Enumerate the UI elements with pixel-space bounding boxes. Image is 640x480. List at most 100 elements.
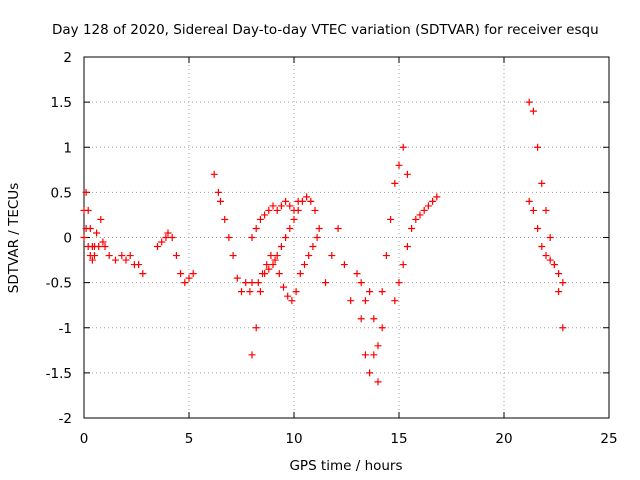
data-point [370,315,378,323]
data-point [252,224,260,232]
data-point [225,234,233,241]
data-point [88,256,96,264]
data-point [353,270,361,278]
data-point [164,229,172,237]
data-point [408,224,416,232]
data-point [256,288,264,296]
data-point [555,288,563,296]
data-point [248,279,256,287]
y-axis-label: SDTVAR / TECUs [6,183,22,293]
data-point [126,252,134,260]
data-point [210,170,218,178]
data-point [122,256,130,264]
data-point [534,143,542,151]
data-point [538,179,546,187]
data-point [525,98,533,106]
data-point [542,206,550,214]
data-point [162,234,170,241]
data-point [238,288,245,296]
series-arc7 [248,197,302,241]
x-axis-label: GPS time / hours [289,458,402,474]
series-arc10 [391,193,441,305]
data-point [93,229,101,237]
data-point [555,270,563,278]
data-point [271,256,279,264]
data-point [311,206,319,214]
series-arc6 [254,234,321,305]
data-point [399,143,407,151]
x-tick-label: 20 [495,431,512,447]
data-point [366,369,374,377]
data-point [112,256,119,264]
data-point [288,297,296,305]
data-point [315,224,323,232]
data-point [277,202,285,210]
data-points [80,98,567,386]
data-point [347,297,355,305]
y-tick-label: 0.5 [51,185,72,201]
data-point [391,179,399,187]
data-point [269,261,277,269]
data-point [275,270,283,278]
y-tick-label: -0.5 [46,276,72,292]
data-point [265,265,273,273]
data-point [366,288,374,296]
data-point [248,351,256,359]
y-tick-label: 2 [63,50,72,66]
data-point [185,274,193,282]
y-tick-label: -1.5 [46,366,72,382]
data-point [307,197,315,205]
series-arc9 [357,143,411,350]
series-arc5 [248,193,323,359]
data-point [301,261,308,269]
series-arc1 [80,188,147,278]
data-point [290,206,298,214]
series-arc11 [525,98,567,332]
y-tick-labels: -2 -1.5 -1 -0.5 0 0.5 1 1.5 2 [46,50,72,427]
data-point [84,243,92,251]
data-point [395,161,403,169]
data-point [361,351,369,359]
y-tick-label: 0 [63,231,72,247]
data-point [403,243,411,251]
data-point [217,197,224,205]
data-point [296,270,304,278]
x-tick-label: 25 [600,431,617,447]
data-point [374,342,382,350]
series-arc3 [154,229,197,287]
data-point [529,107,537,115]
data-point [267,252,275,260]
series-arc2 [80,224,98,264]
data-point [248,234,256,241]
data-point [105,252,113,260]
series-arc12 [525,197,567,287]
data-point [242,279,250,287]
grid-lines [84,57,609,418]
data-point [82,224,90,232]
data-point [172,252,180,260]
data-point [273,206,281,214]
data-point [399,261,407,269]
data-point [322,279,329,287]
data-point [221,215,229,223]
y-tick-label: 1.5 [51,95,72,111]
data-point [403,170,411,178]
data-point [340,261,348,269]
data-point [374,378,382,386]
data-point [559,324,567,332]
data-point [273,252,281,260]
data-point [261,211,269,219]
y-tick-label: -2 [59,411,72,427]
data-point [254,279,262,287]
data-point [177,270,185,278]
data-point [233,274,241,282]
data-point [416,211,424,219]
data-point [282,234,290,241]
data-point [214,188,222,196]
data-point [181,279,189,287]
data-point [282,197,290,205]
y-tick-label: 1 [63,140,72,156]
x-tick-label: 10 [285,431,302,447]
data-point [429,197,437,205]
x-tick-label: 0 [80,431,89,447]
